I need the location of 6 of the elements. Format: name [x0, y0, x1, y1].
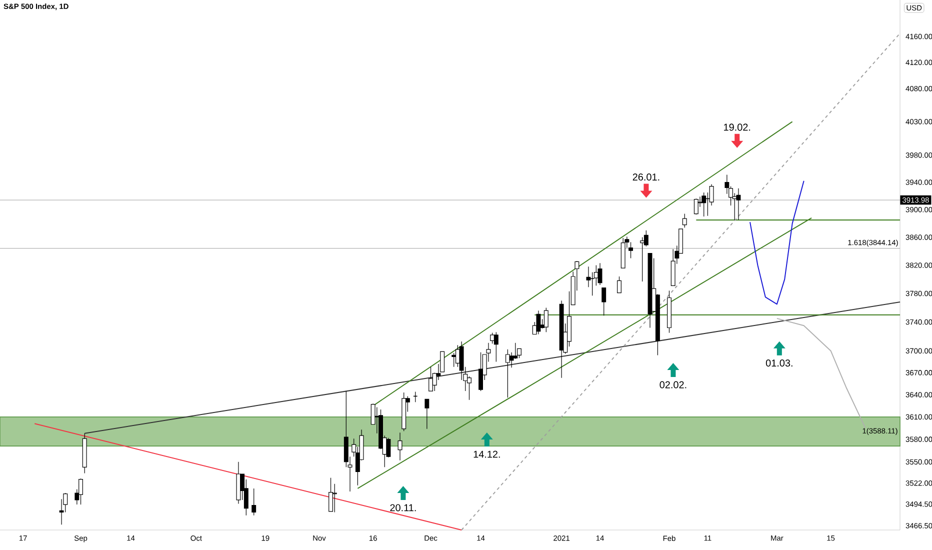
annotation: 02.02. [660, 381, 686, 388]
annotation: 19.02. [724, 124, 750, 131]
annotation: 14.12. [474, 450, 500, 458]
annotation: 01.03. [766, 360, 792, 367]
annotation: 20.11. [390, 504, 416, 512]
annotation: 26.01. [632, 173, 660, 181]
